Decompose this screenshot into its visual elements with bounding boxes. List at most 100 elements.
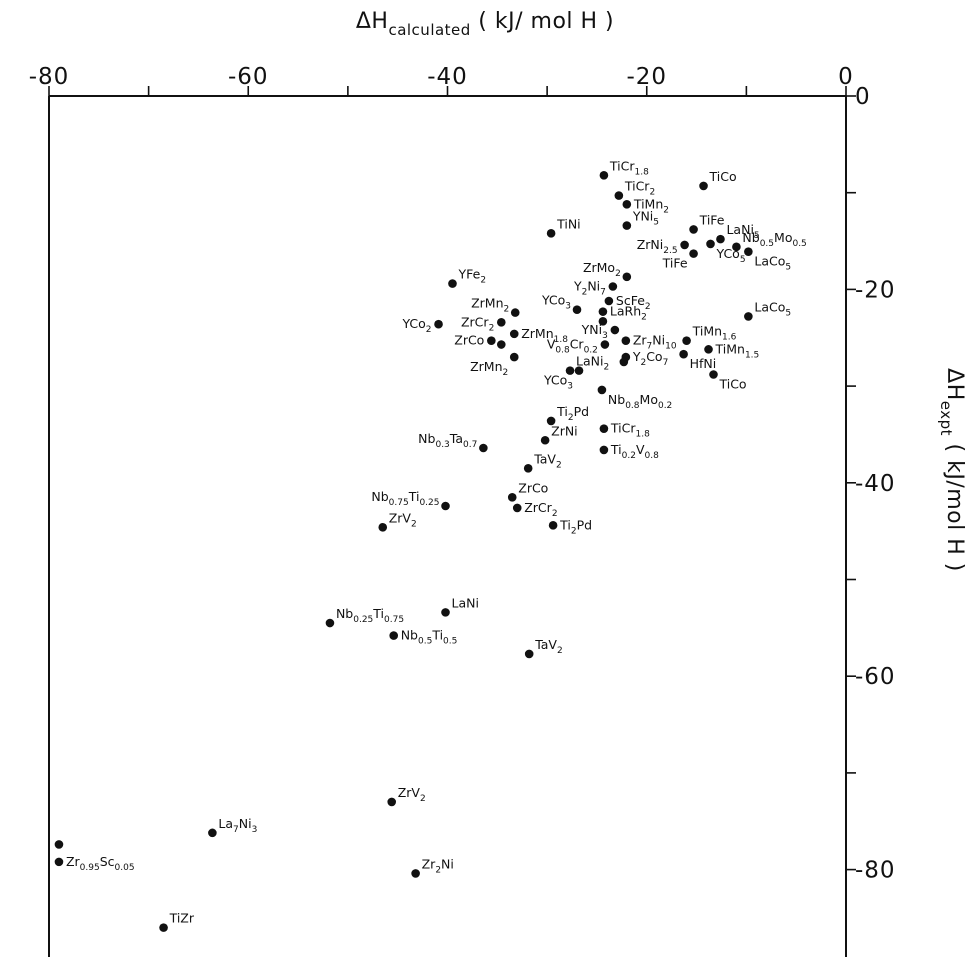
data-point bbox=[716, 234, 725, 244]
data-point bbox=[744, 312, 753, 321]
data-point bbox=[599, 170, 609, 180]
point-label: TaV2 bbox=[534, 637, 563, 656]
x-tick-label: -60 bbox=[228, 64, 269, 90]
y-axis-title: ΔHexpt ( kJ/mol H ) bbox=[937, 368, 967, 572]
data-point bbox=[598, 307, 608, 316]
point-label: Nb0.5Mo0.5 bbox=[742, 230, 806, 249]
point-label: LaRh2 bbox=[610, 304, 647, 323]
data-point bbox=[389, 631, 399, 640]
point-label: YCo5 bbox=[716, 246, 746, 265]
y-axis-title-prefix: ΔH bbox=[942, 368, 967, 401]
point-label: TiFe bbox=[699, 212, 725, 227]
data-point bbox=[619, 357, 629, 367]
data-point bbox=[610, 325, 620, 335]
data-point bbox=[546, 416, 556, 426]
data-point bbox=[604, 296, 614, 306]
data-point bbox=[496, 340, 506, 349]
point-label: ZrNi bbox=[551, 423, 578, 438]
data-point bbox=[325, 618, 335, 628]
point-label: ZrMn2 bbox=[471, 296, 509, 315]
data-point bbox=[608, 282, 618, 291]
y-axis-title-subscript: expt bbox=[937, 401, 955, 436]
point-label: ScFe2 bbox=[616, 293, 651, 312]
x-axis-title-subscript: calculated bbox=[388, 21, 470, 39]
point-label: TiCo bbox=[718, 376, 746, 391]
point-label: Nb0.8Mo0.2 bbox=[608, 392, 672, 411]
x-tick-label: -80 bbox=[29, 64, 70, 90]
point-label: TiMn1.6 bbox=[692, 324, 737, 343]
point-label: Ti0.2V0.8 bbox=[610, 442, 659, 461]
point-label: ZrMn2 bbox=[470, 359, 508, 378]
data-point bbox=[709, 370, 718, 379]
point-label: La7Ni3 bbox=[218, 816, 257, 835]
data-point bbox=[208, 828, 217, 838]
point-label: YNi5 bbox=[632, 209, 659, 228]
data-point bbox=[706, 239, 715, 249]
point-label: YCo2 bbox=[401, 316, 431, 335]
y-tick-label: -40 bbox=[855, 471, 896, 497]
y-tick-label: -60 bbox=[855, 664, 896, 690]
point-label: Nb0.5Ti0.5 bbox=[401, 628, 458, 647]
data-point bbox=[622, 200, 632, 209]
point-label: ZrCo bbox=[454, 333, 484, 348]
x-axis-title-unit: ( kJ/ mol H ) bbox=[471, 9, 614, 34]
point-label: YFe2 bbox=[457, 267, 486, 286]
data-point bbox=[509, 352, 519, 362]
point-label: YCo3 bbox=[543, 373, 573, 392]
point-label: Nb0.75Ti0.25 bbox=[371, 489, 439, 508]
point-label: ZrNi2.5 bbox=[637, 237, 678, 256]
data-point bbox=[411, 869, 420, 878]
data-point bbox=[600, 340, 610, 349]
point-label: Nb0.3Ta0.7 bbox=[418, 431, 477, 450]
data-point bbox=[599, 445, 609, 455]
x-tick-label: -20 bbox=[626, 64, 667, 90]
data-point bbox=[621, 336, 631, 345]
point-label: ZrV2 bbox=[389, 510, 417, 529]
data-point bbox=[378, 522, 388, 532]
data-point bbox=[54, 840, 64, 849]
point-label: Y2Co7 bbox=[632, 349, 669, 368]
point-label: Zr0.95Sc0.05 bbox=[66, 854, 135, 873]
data-point bbox=[523, 463, 533, 473]
point-label: TiNi bbox=[556, 216, 581, 231]
point-label: TiMn1.5 bbox=[715, 341, 760, 360]
point-label: YNi3 bbox=[581, 322, 608, 341]
point-label: ZrCr2 bbox=[461, 314, 494, 333]
data-point bbox=[699, 181, 708, 191]
data-point bbox=[572, 305, 582, 315]
point-label: Zr7Ni10 bbox=[633, 333, 677, 352]
point-label: Y2Ni7 bbox=[573, 278, 606, 297]
y-tick-label: -20 bbox=[855, 277, 896, 303]
data-point bbox=[479, 443, 488, 453]
point-label: ZrV2 bbox=[398, 785, 426, 804]
point-label: LaNi2 bbox=[576, 354, 609, 373]
point-label: Ti2Pd bbox=[559, 517, 592, 536]
data-point bbox=[680, 240, 689, 250]
data-point bbox=[679, 349, 688, 359]
point-label: LaCo5 bbox=[754, 254, 791, 273]
data-point bbox=[441, 608, 450, 617]
point-label: YCo3 bbox=[541, 293, 571, 312]
data-point bbox=[599, 424, 609, 433]
point-label: Ti2Pd bbox=[556, 404, 589, 423]
data-point bbox=[546, 229, 556, 238]
data-point bbox=[597, 385, 607, 395]
point-label: TiCr1.8 bbox=[610, 421, 650, 440]
point-label: ZrCo bbox=[518, 480, 548, 495]
data-point bbox=[689, 249, 698, 258]
data-point bbox=[565, 366, 575, 375]
point-label: HfNi bbox=[690, 356, 717, 371]
data-point bbox=[622, 272, 632, 282]
point-label: TiZr bbox=[169, 911, 195, 926]
data-point bbox=[548, 521, 558, 530]
data-point bbox=[524, 649, 534, 659]
x-tick-label: -40 bbox=[427, 64, 468, 90]
data-point bbox=[434, 319, 443, 329]
point-label: Zr2Ni bbox=[422, 856, 454, 875]
data-point bbox=[496, 317, 506, 327]
y-tick-label: 0 bbox=[855, 84, 871, 110]
point-label: TiCr2 bbox=[624, 179, 655, 198]
point-label: LaNi bbox=[452, 595, 479, 610]
data-point bbox=[682, 336, 691, 345]
